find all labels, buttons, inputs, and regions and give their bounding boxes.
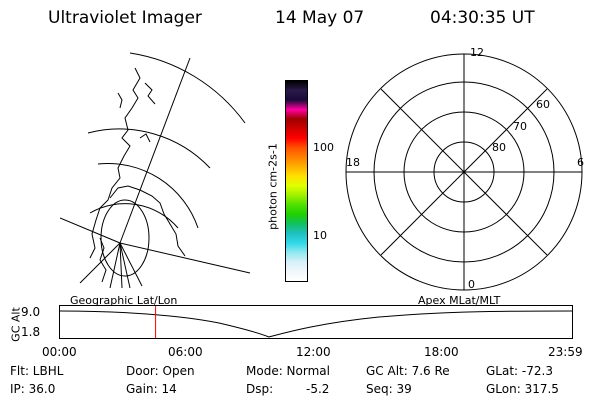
meridian (119, 242, 251, 274)
status-mode: Mode: Normal (246, 364, 330, 378)
altitude-curve (59, 310, 573, 338)
instrument-title: Ultraviolet Imager (48, 8, 202, 28)
status-gc-alt: GC Alt: 7.6 Re (366, 364, 450, 378)
geographic-panel-label: Geographic Lat/Lon (70, 294, 178, 307)
geographic-map-panel (60, 52, 251, 289)
colorbar-gradient (285, 80, 308, 282)
coastline (89, 67, 141, 259)
mlat-label-80: 80 (492, 141, 506, 154)
status-dsp-value: -5.2 (306, 382, 330, 396)
mlt-label-12: 12 (470, 46, 484, 59)
status-glon: GLon: 317.5 (486, 382, 559, 396)
coastline (109, 185, 186, 257)
meridian (119, 242, 123, 289)
coastline (144, 82, 156, 105)
polar-mlat-mlt-panel (345, 53, 583, 291)
colorbar-label: photon cm-2s-1 (266, 143, 280, 230)
timeline-plot (59, 305, 573, 339)
timeline-xtick-0600: 06:00 (168, 345, 203, 359)
meridian (60, 217, 121, 244)
timeline-xtick-1200: 12:00 (296, 345, 331, 359)
meridian (109, 242, 121, 289)
meridian (119, 242, 143, 287)
mlt-label-0: 0 (468, 278, 475, 291)
coastline (99, 237, 107, 283)
status-gain: Gain: 14 (126, 382, 177, 396)
mlt-label-18: 18 (346, 156, 360, 169)
status-ip: IP: 36.0 (10, 382, 56, 396)
mlt-diagonal (380, 88, 548, 256)
status-dsp: Dsp: (246, 382, 274, 396)
timeline-ytick-top: 9.0 (21, 305, 41, 319)
lat-arc (87, 128, 211, 169)
meridian (79, 242, 121, 284)
mlat-label-70: 70 (513, 120, 527, 133)
timeline-xtick-0000: 00:00 (42, 345, 77, 359)
apex-panel-label: Apex MLat/MLT (418, 294, 501, 307)
meridian (119, 57, 191, 244)
coastline (117, 92, 123, 109)
timeline-frame (59, 305, 573, 339)
mlat-label-60: 60 (536, 98, 550, 111)
status-seq: Seq: 39 (366, 382, 412, 396)
meridian (119, 242, 131, 289)
time-label: 04:30:35 UT (430, 8, 535, 28)
timeline-ytick-bottom: 1.8 (21, 325, 41, 339)
date-label: 14 May 07 (275, 8, 365, 28)
colorbar-tick-10: 10 (313, 229, 327, 242)
lat-ring (100, 199, 150, 277)
timeline-xtick-2359: 23:59 (548, 345, 583, 359)
lat-arc (129, 52, 246, 124)
mlt-label-6: 6 (577, 156, 584, 169)
timeline-xtick-1800: 18:00 (424, 345, 459, 359)
status-flt: Flt: LBHL (10, 364, 64, 378)
lat-arc (97, 162, 199, 229)
coastline (139, 133, 151, 143)
status-door: Door: Open (126, 364, 195, 378)
colorbar-tick-100: 100 (313, 141, 334, 154)
status-glat: GLat: -72.3 (486, 364, 553, 378)
